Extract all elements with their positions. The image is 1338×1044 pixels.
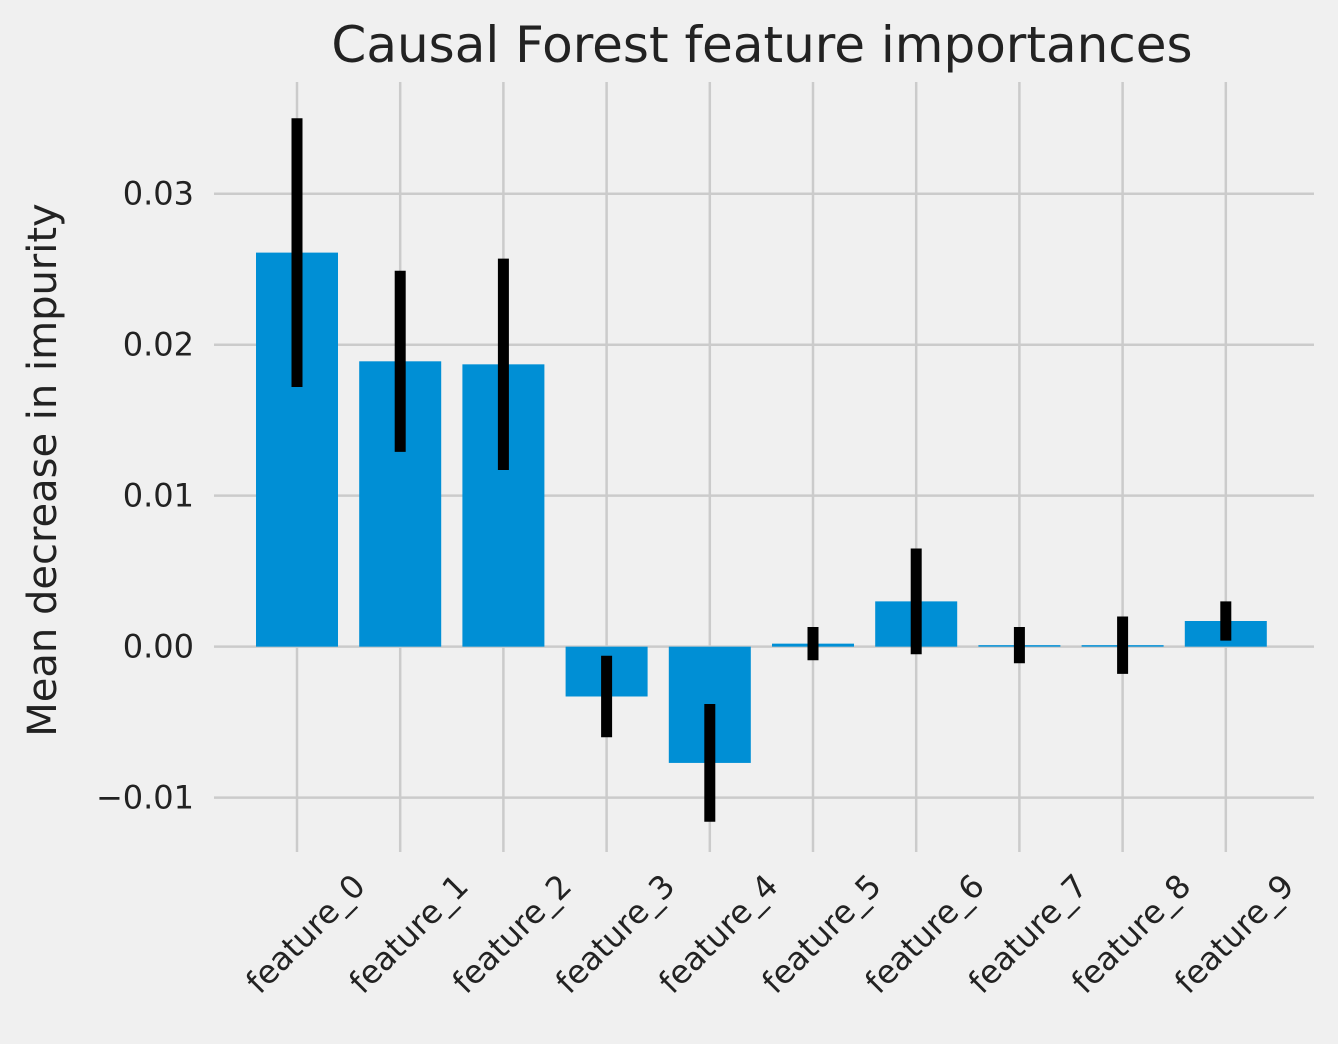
y-tick-label: 0.00: [123, 628, 194, 666]
error-bars: [291, 118, 1232, 822]
y-tick-label: 0.03: [123, 175, 194, 213]
y-axis-label: Mean decrease in impurity: [20, 203, 66, 736]
y-tick-label: 0.01: [123, 477, 194, 515]
y-tick-labels: −0.01 0.00 0.01 0.02 0.03: [96, 175, 194, 817]
chart-title: Causal Forest feature importances: [331, 16, 1192, 74]
x-tick-labels: feature_0feature_1feature_2feature_3feat…: [238, 867, 1301, 1001]
bars: [256, 252, 1267, 763]
y-tick-label: 0.02: [123, 326, 194, 364]
y-tick-label: −0.01: [96, 779, 194, 817]
